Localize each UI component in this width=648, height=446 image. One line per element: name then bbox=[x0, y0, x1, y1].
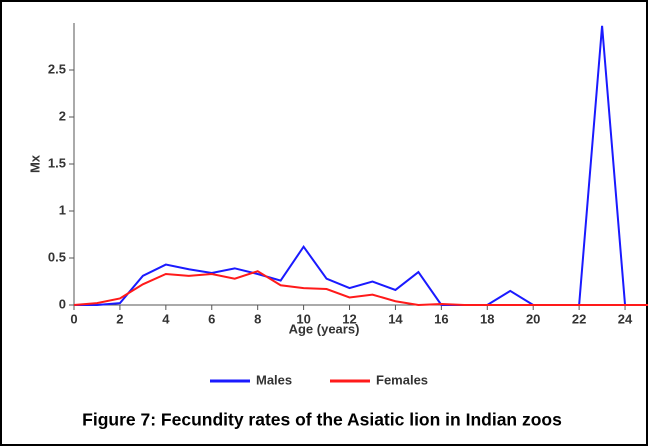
y-tick-label: 0 bbox=[59, 296, 66, 311]
x-axis-label: Age (years) bbox=[289, 321, 360, 336]
series-line bbox=[73, 270, 648, 307]
y-axis-label: Mx bbox=[27, 154, 42, 173]
y-tick-label: 0.5 bbox=[48, 249, 66, 264]
x-tick-label: 10 bbox=[296, 311, 310, 326]
legend-label: Females bbox=[376, 372, 428, 387]
x-tick-label: 16 bbox=[434, 311, 448, 326]
x-tick-label: 2 bbox=[116, 311, 123, 326]
caption: Figure 7: Fecundity rates of the Asiatic… bbox=[82, 410, 562, 430]
x-tick-label: 22 bbox=[572, 311, 586, 326]
y-tick-label: 2 bbox=[59, 108, 66, 123]
x-tick-label: 14 bbox=[388, 311, 403, 326]
x-tick-label: 12 bbox=[342, 311, 356, 326]
y-tick-label: 1 bbox=[59, 202, 66, 217]
x-tick-label: 4 bbox=[162, 311, 170, 326]
x-tick-label: 18 bbox=[480, 311, 494, 326]
legend-label: Males bbox=[256, 372, 292, 387]
y-tick-label: 1.5 bbox=[48, 155, 66, 170]
x-tick-label: 24 bbox=[618, 311, 633, 326]
x-tick-label: 6 bbox=[208, 311, 215, 326]
x-tick-label: 20 bbox=[526, 311, 540, 326]
x-tick-label: 0 bbox=[70, 311, 77, 326]
x-tick-label: 8 bbox=[254, 311, 261, 326]
y-tick-label: 2.5 bbox=[48, 61, 66, 76]
